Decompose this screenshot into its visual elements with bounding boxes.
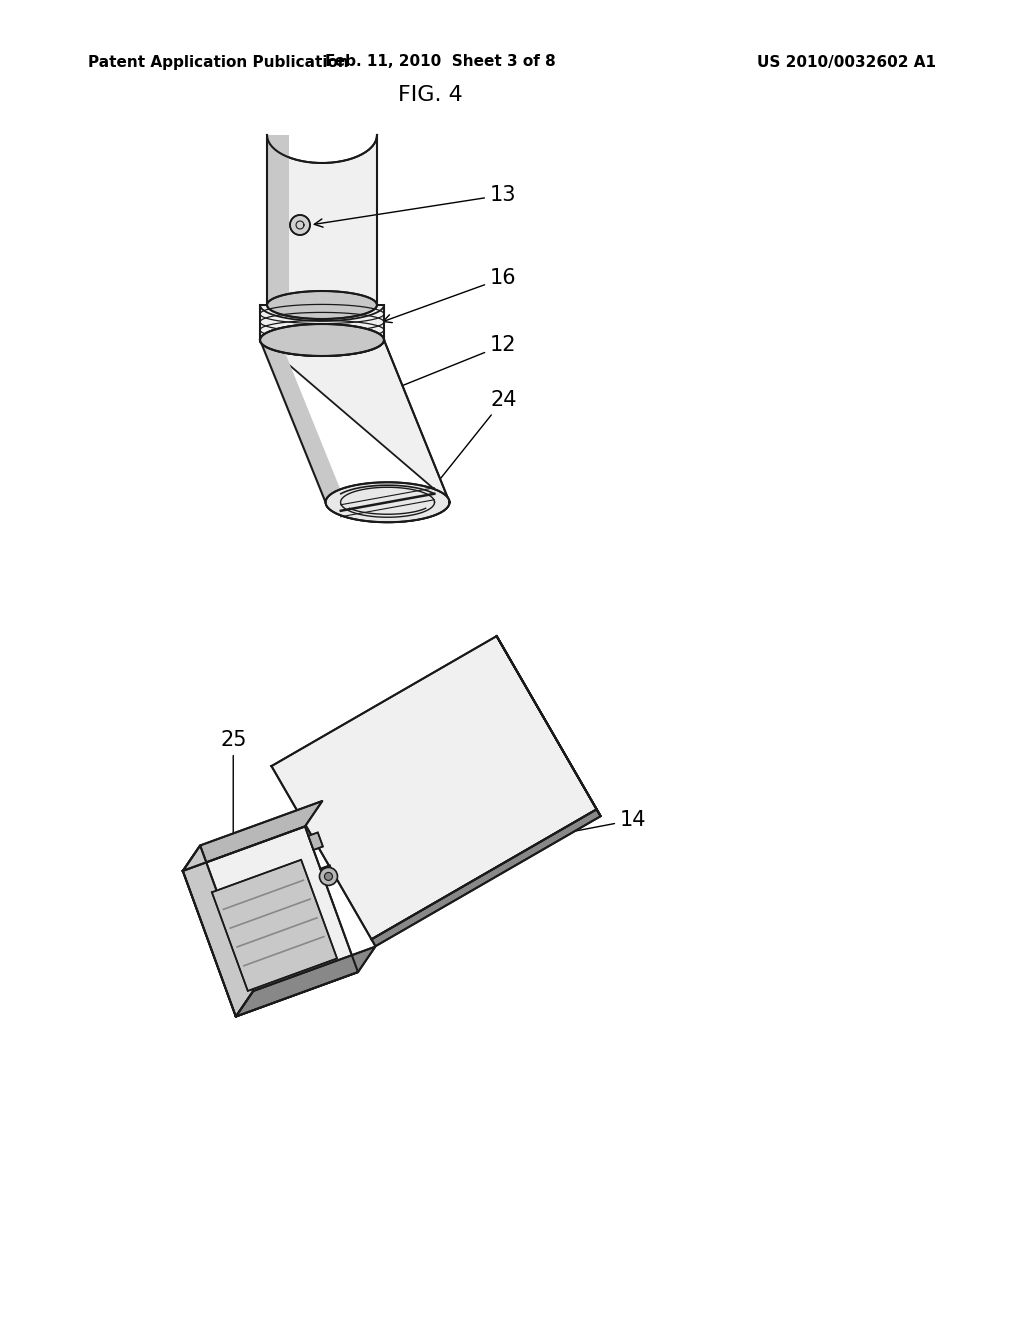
Text: 16: 16 bbox=[383, 268, 517, 322]
Text: FIG. 4: FIG. 4 bbox=[397, 84, 463, 106]
Polygon shape bbox=[326, 482, 450, 523]
Polygon shape bbox=[236, 946, 376, 1016]
Polygon shape bbox=[212, 859, 337, 991]
Text: 12: 12 bbox=[383, 335, 516, 395]
Text: Patent Application Publication: Patent Application Publication bbox=[88, 54, 349, 70]
Circle shape bbox=[319, 867, 338, 886]
Polygon shape bbox=[321, 866, 335, 883]
Polygon shape bbox=[497, 636, 601, 816]
Polygon shape bbox=[290, 215, 310, 235]
Polygon shape bbox=[267, 135, 377, 319]
Text: 24: 24 bbox=[420, 389, 516, 504]
Polygon shape bbox=[308, 833, 323, 850]
Polygon shape bbox=[260, 323, 384, 356]
Text: Feb. 11, 2010  Sheet 3 of 8: Feb. 11, 2010 Sheet 3 of 8 bbox=[325, 54, 555, 70]
Polygon shape bbox=[267, 135, 289, 305]
Text: 13: 13 bbox=[314, 185, 516, 227]
Polygon shape bbox=[183, 845, 253, 1016]
Polygon shape bbox=[260, 341, 450, 523]
Text: FIG. 3: FIG. 3 bbox=[397, 731, 463, 752]
Circle shape bbox=[325, 873, 333, 880]
Text: 15: 15 bbox=[332, 741, 516, 866]
Polygon shape bbox=[271, 636, 597, 940]
Polygon shape bbox=[260, 305, 384, 356]
Polygon shape bbox=[183, 826, 358, 1016]
Text: US 2010/0032602 A1: US 2010/0032602 A1 bbox=[757, 54, 936, 70]
Polygon shape bbox=[267, 290, 377, 319]
Polygon shape bbox=[183, 801, 323, 871]
Polygon shape bbox=[260, 341, 345, 502]
Text: 14: 14 bbox=[496, 810, 646, 849]
Text: 25: 25 bbox=[220, 730, 247, 859]
Polygon shape bbox=[372, 809, 601, 946]
